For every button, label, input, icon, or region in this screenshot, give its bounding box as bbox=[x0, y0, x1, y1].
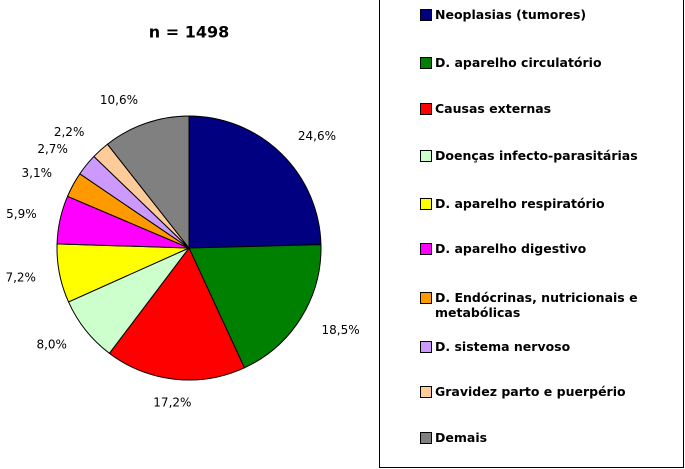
pie-slice bbox=[188, 115, 322, 249]
legend-swatch bbox=[420, 341, 432, 353]
data-label: 24,6% bbox=[298, 129, 336, 143]
legend-item: Doenças infecto-parasitárias bbox=[420, 148, 670, 163]
legend-item: Demais bbox=[420, 430, 670, 445]
chart-title: n = 1498 bbox=[149, 23, 229, 42]
data-label: 7,2% bbox=[5, 271, 36, 285]
legend-swatch bbox=[420, 198, 432, 210]
legend-item: Neoplasias (tumores) bbox=[420, 7, 670, 22]
data-label: 17,2% bbox=[153, 396, 191, 410]
legend-label: D. aparelho respiratório bbox=[435, 196, 605, 211]
legend-item: Causas externas bbox=[420, 101, 670, 116]
legend-swatch bbox=[420, 103, 432, 115]
data-label: 2,2% bbox=[54, 125, 85, 139]
legend-label: D. aparelho digestivo bbox=[435, 241, 587, 256]
legend-label: D. sistema nervoso bbox=[435, 339, 571, 354]
legend-label: D. Endócrinas, nutricionais e metabólica… bbox=[435, 290, 638, 320]
pie-slice bbox=[108, 247, 246, 381]
legend-swatch bbox=[420, 432, 432, 444]
pie-slice bbox=[106, 115, 190, 250]
legend-swatch bbox=[420, 150, 432, 162]
data-label: 2,7% bbox=[37, 142, 68, 156]
pie-slice bbox=[188, 244, 322, 369]
legend: Neoplasias (tumores) D. aparelho circulat… bbox=[379, 0, 684, 468]
legend-item: Gravidez parto e puerpério bbox=[420, 384, 670, 399]
legend-swatch bbox=[420, 9, 432, 21]
legend-label: Gravidez parto e puerpério bbox=[435, 384, 626, 399]
legend-swatch bbox=[420, 57, 432, 69]
data-label: 3,1% bbox=[22, 166, 53, 180]
legend-label: Neoplasias (tumores) bbox=[435, 7, 587, 22]
legend-swatch bbox=[420, 386, 432, 398]
legend-label: D. aparelho circulatório bbox=[435, 55, 602, 70]
legend-swatch bbox=[420, 292, 432, 304]
data-label: 18,5% bbox=[321, 323, 359, 337]
chart: n = 1498 24,6% 18,5% 17,2% 8,0% 7,2% 5,9% 3,1%… bbox=[5, 23, 359, 410]
legend-item: D. Endócrinas, nutricionais e metabólica… bbox=[420, 290, 670, 320]
data-label: 8,0% bbox=[36, 338, 67, 352]
legend-swatch bbox=[420, 243, 432, 255]
legend-label: Causas externas bbox=[435, 101, 552, 116]
data-label: 5,9% bbox=[6, 207, 37, 221]
legend-label: Demais bbox=[435, 430, 488, 445]
legend-item: D. aparelho circulatório bbox=[420, 55, 670, 70]
legend-item: D. aparelho digestivo bbox=[420, 241, 670, 256]
legend-item: D. aparelho respiratório bbox=[420, 196, 670, 211]
legend-item: D. sistema nervoso bbox=[420, 339, 670, 354]
legend-label: Doenças infecto-parasitárias bbox=[435, 148, 638, 163]
data-label: 10,6% bbox=[100, 93, 138, 107]
